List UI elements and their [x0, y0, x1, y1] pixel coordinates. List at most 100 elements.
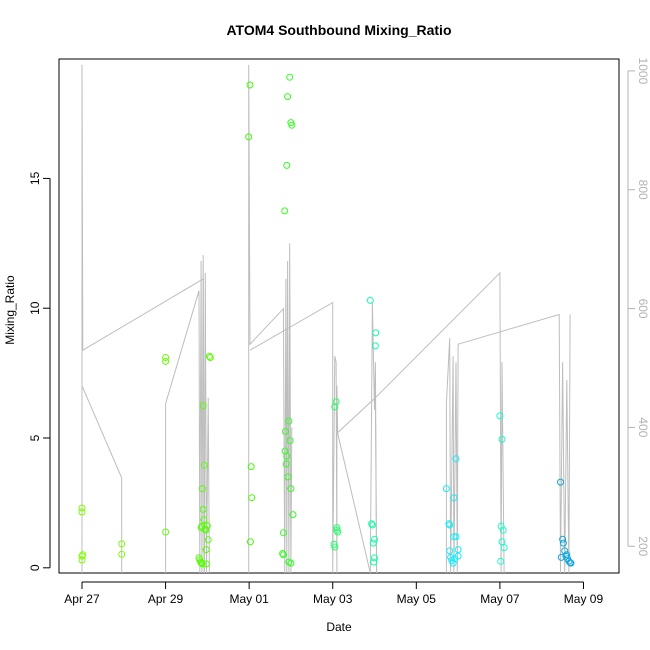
- data-point: [368, 521, 376, 529]
- data-point: [557, 553, 565, 561]
- data-point: [78, 504, 86, 512]
- data-point: [454, 546, 462, 554]
- pressure-line-7: [445, 313, 571, 574]
- data-point: [282, 460, 290, 468]
- data-point: [563, 551, 571, 559]
- data-point: [203, 522, 211, 530]
- data-point: [559, 535, 567, 543]
- data-point: [496, 412, 504, 420]
- data-point: [287, 485, 295, 493]
- data-point: [202, 526, 210, 534]
- data-point: [79, 551, 87, 559]
- data-point: [368, 520, 376, 528]
- data-point: [286, 437, 294, 445]
- data-point: [202, 546, 210, 554]
- data-point: [331, 403, 339, 411]
- data-point: [334, 528, 342, 536]
- data-point: [282, 428, 289, 435]
- y-tick-label: 0: [28, 564, 42, 571]
- data-point: [162, 357, 170, 365]
- pressure-line-2: [165, 255, 210, 574]
- y-axis-label: Mixing_Ratio: [3, 275, 17, 345]
- data-point: [500, 544, 508, 552]
- y-tick-label: 5: [28, 434, 42, 441]
- x-tick-label: Apr 29: [148, 592, 184, 606]
- data-point: [199, 402, 207, 410]
- data-point: [371, 554, 378, 562]
- x-tick-label: May 01: [229, 592, 269, 606]
- data-point: [200, 461, 208, 469]
- data-point: [286, 73, 294, 81]
- data-point: [199, 505, 207, 513]
- y-tick-label: 10: [28, 301, 42, 315]
- pressure-lines: [81, 64, 571, 574]
- data-point: [283, 452, 291, 460]
- data-point: [450, 494, 458, 502]
- pressure-line-0: [81, 64, 123, 573]
- x-tick-label: May 05: [397, 592, 437, 606]
- data-point: [279, 529, 287, 537]
- data-point: [450, 533, 458, 541]
- data-point: [331, 543, 339, 551]
- data-point: [497, 557, 505, 565]
- pressure-axis: 200 400 600 800 1000: [627, 58, 650, 557]
- data-point: [285, 417, 293, 425]
- data-point: [366, 296, 374, 304]
- data-point: [561, 547, 569, 555]
- data-points: [78, 73, 575, 568]
- data-point: [284, 473, 292, 481]
- data-point: [247, 463, 255, 471]
- data-point: [198, 560, 206, 568]
- data-point: [287, 559, 295, 567]
- data-point: [245, 133, 253, 141]
- data-point: [371, 535, 378, 543]
- x-tick-label: May 09: [564, 592, 604, 606]
- data-point: [288, 121, 296, 129]
- data-point: [333, 524, 341, 532]
- data-point: [565, 557, 573, 565]
- data-point: [118, 550, 126, 558]
- data-point: [198, 559, 205, 567]
- pressure-line-1: [81, 64, 205, 574]
- data-point: [78, 508, 86, 516]
- data-point: [246, 81, 254, 89]
- data-point: [499, 526, 507, 534]
- data-point: [204, 536, 212, 544]
- data-point: [332, 398, 340, 406]
- data-point: [118, 540, 126, 548]
- data-point: [206, 354, 214, 361]
- pressure-line-3: [248, 64, 293, 574]
- plot-area: [58, 58, 620, 574]
- data-point: [557, 478, 564, 486]
- data-point: [78, 556, 86, 564]
- x-tick-label: May 07: [480, 592, 520, 606]
- x-tick-label: Apr 27: [64, 592, 100, 606]
- data-point: [248, 494, 256, 502]
- pressure-tick-label: 400: [636, 417, 650, 437]
- pressure-tick-label: 200: [636, 536, 650, 556]
- data-point: [442, 485, 450, 493]
- pressure-line-6: [375, 271, 505, 574]
- data-point: [449, 559, 457, 567]
- data-point: [497, 522, 505, 530]
- chart-title: ATOM4 Southbound Mixing_Ratio: [226, 22, 451, 38]
- data-point: [203, 560, 210, 568]
- data-point: [559, 539, 567, 547]
- data-point: [162, 354, 170, 361]
- x-axis-label: Date: [326, 620, 352, 634]
- data-point: [246, 538, 254, 546]
- data-point: [200, 516, 208, 524]
- data-point: [372, 329, 380, 337]
- pressure-tick-label: 1000: [636, 58, 650, 85]
- data-point: [205, 352, 213, 360]
- data-point: [283, 161, 291, 169]
- data-point: [371, 342, 379, 350]
- data-point: [567, 559, 575, 567]
- y-axis: 0 5 10 15: [28, 171, 51, 571]
- data-point: [279, 550, 287, 557]
- y-tick-label: 15: [28, 171, 42, 185]
- data-point: [284, 93, 292, 101]
- data-point: [445, 520, 453, 528]
- data-point: [289, 511, 297, 519]
